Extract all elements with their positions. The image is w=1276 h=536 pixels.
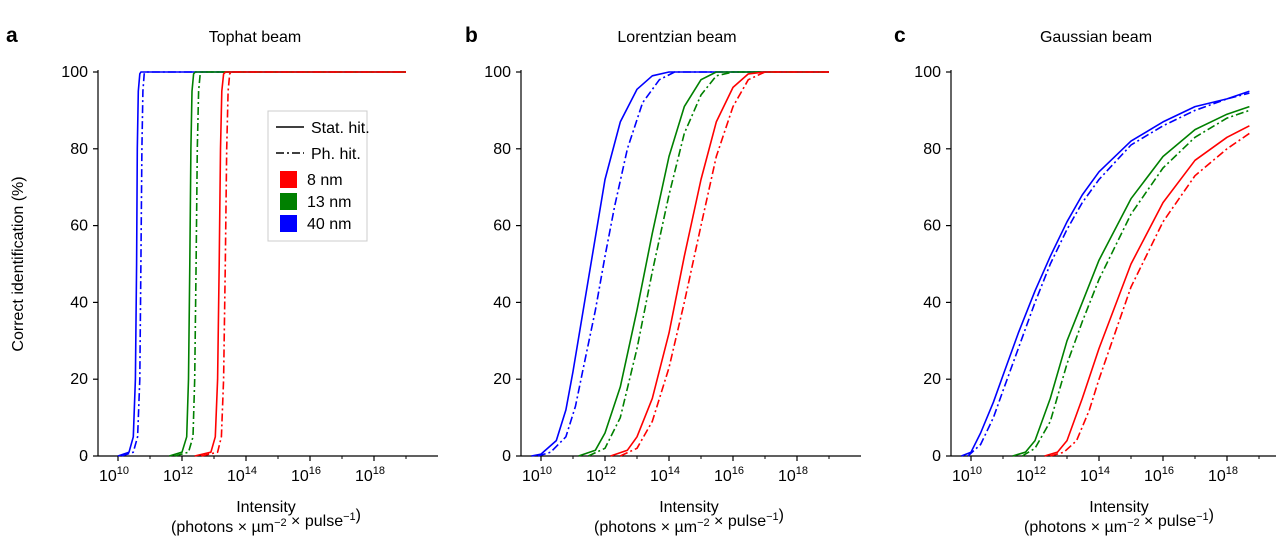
x-tick-label: 1016 — [714, 465, 744, 485]
y-tick-label: 80 — [923, 141, 941, 158]
y-tick-label: 60 — [493, 218, 511, 235]
y-tick-label: 40 — [493, 294, 511, 311]
x-axis-unit: (photons × µm−2 × pulse−1) — [1024, 507, 1214, 536]
panel-title: Gaussian beam — [1040, 29, 1152, 46]
panel-c: c Gaussian beam 0 20 40 60 80 100 1010 1012 1014 10… — [894, 24, 1276, 536]
y-tick-label: 100 — [61, 64, 88, 81]
y-tick-label: 100 — [484, 64, 511, 81]
x-axis-unit: (photons × µm−2 × pulse−1) — [594, 507, 784, 536]
panel-title: Lorentzian beam — [617, 29, 736, 46]
series-line-8nm-dashdot — [619, 71, 829, 457]
y-tick-label: 60 — [923, 218, 941, 235]
series-line-40nm-dashdot — [537, 71, 829, 457]
x-axis-label: Intensity — [1089, 499, 1149, 516]
y-tick-label: 100 — [914, 64, 941, 81]
series-line-8nm-dashdot — [201, 71, 406, 457]
series-line-40nm-solid — [117, 71, 406, 457]
legend-label-stat-hit: Stat. hit. — [311, 120, 370, 137]
x-tick-label: 1012 — [586, 465, 616, 485]
x-tick-label: 1012 — [1016, 465, 1046, 485]
y-tick-label: 0 — [932, 448, 941, 465]
x-tick-label: 1012 — [163, 465, 193, 485]
x-axis-unit: (photons × µm−2 × pulse−1) — [171, 507, 361, 536]
panel-b: b Lorentzian beam 0 20 40 60 80 100 1010 1012 1014… — [465, 24, 861, 536]
legend-label-13nm: 13 nm — [307, 194, 351, 211]
y-tick-label: 20 — [493, 371, 511, 388]
panel-letter: a — [6, 24, 18, 47]
series-line-40nm-solid — [961, 90, 1250, 457]
series-line-8nm-solid — [194, 71, 406, 457]
legend-label-ph-hit: Ph. hit. — [311, 146, 361, 163]
y-tick-label: 40 — [923, 294, 941, 311]
x-axis-label: Intensity — [236, 499, 296, 516]
legend-swatch-13nm — [280, 193, 297, 210]
series-line-13nm-solid — [578, 71, 829, 457]
series-line-40nm-dashdot — [967, 92, 1250, 457]
legend: Stat. hit. Ph. hit. 8 nm 13 nm 40 nm — [267, 110, 370, 242]
x-tick-label: 1010 — [99, 465, 129, 485]
legend-label-8nm: 8 nm — [307, 172, 343, 189]
series-line-13nm-solid — [169, 71, 406, 457]
series-line-8nm-solid — [610, 71, 829, 457]
series-line-13nm-dashdot — [1021, 109, 1250, 457]
y-tick-label: 60 — [70, 218, 88, 235]
legend-swatch-40nm — [280, 215, 297, 232]
series-line-8nm-solid — [1044, 125, 1250, 457]
y-axis-label: Correct identification (%) — [10, 176, 27, 351]
x-tick-label: 1018 — [778, 465, 808, 485]
panel-title: Tophat beam — [209, 29, 302, 46]
series-line-13nm-dashdot — [587, 71, 829, 457]
legend-label-40nm: 40 nm — [307, 216, 351, 233]
x-tick-label: 1010 — [952, 465, 982, 485]
x-tick-label: 1014 — [227, 465, 257, 485]
y-tick-label: 0 — [79, 448, 88, 465]
y-tick-label: 20 — [70, 371, 88, 388]
panel-letter: c — [894, 24, 906, 47]
x-tick-label: 1018 — [355, 465, 385, 485]
x-tick-label: 1014 — [1080, 465, 1110, 485]
y-tick-label: 20 — [923, 371, 941, 388]
y-tick-label: 80 — [493, 141, 511, 158]
panel-letter: b — [465, 24, 478, 47]
x-tick-label: 1014 — [650, 465, 680, 485]
x-tick-label: 1016 — [291, 465, 321, 485]
x-axis-label: Intensity — [659, 499, 719, 516]
series-line-13nm-solid — [1012, 105, 1250, 457]
y-tick-label: 0 — [502, 448, 511, 465]
legend-swatch-8nm — [280, 171, 297, 188]
y-tick-label: 40 — [70, 294, 88, 311]
series-line-40nm-dashdot — [121, 71, 406, 457]
y-tick-label: 80 — [70, 141, 88, 158]
x-tick-label: 1010 — [522, 465, 552, 485]
x-tick-label: 1018 — [1208, 465, 1238, 485]
panel-a: a Tophat beam 0 20 40 60 80 100 1010 1012 1014 1016… — [6, 24, 438, 536]
series-line-8nm-dashdot — [1050, 132, 1250, 457]
x-tick-label: 1016 — [1144, 465, 1174, 485]
series-line-40nm-solid — [531, 71, 829, 457]
series-line-13nm-dashdot — [174, 71, 406, 457]
